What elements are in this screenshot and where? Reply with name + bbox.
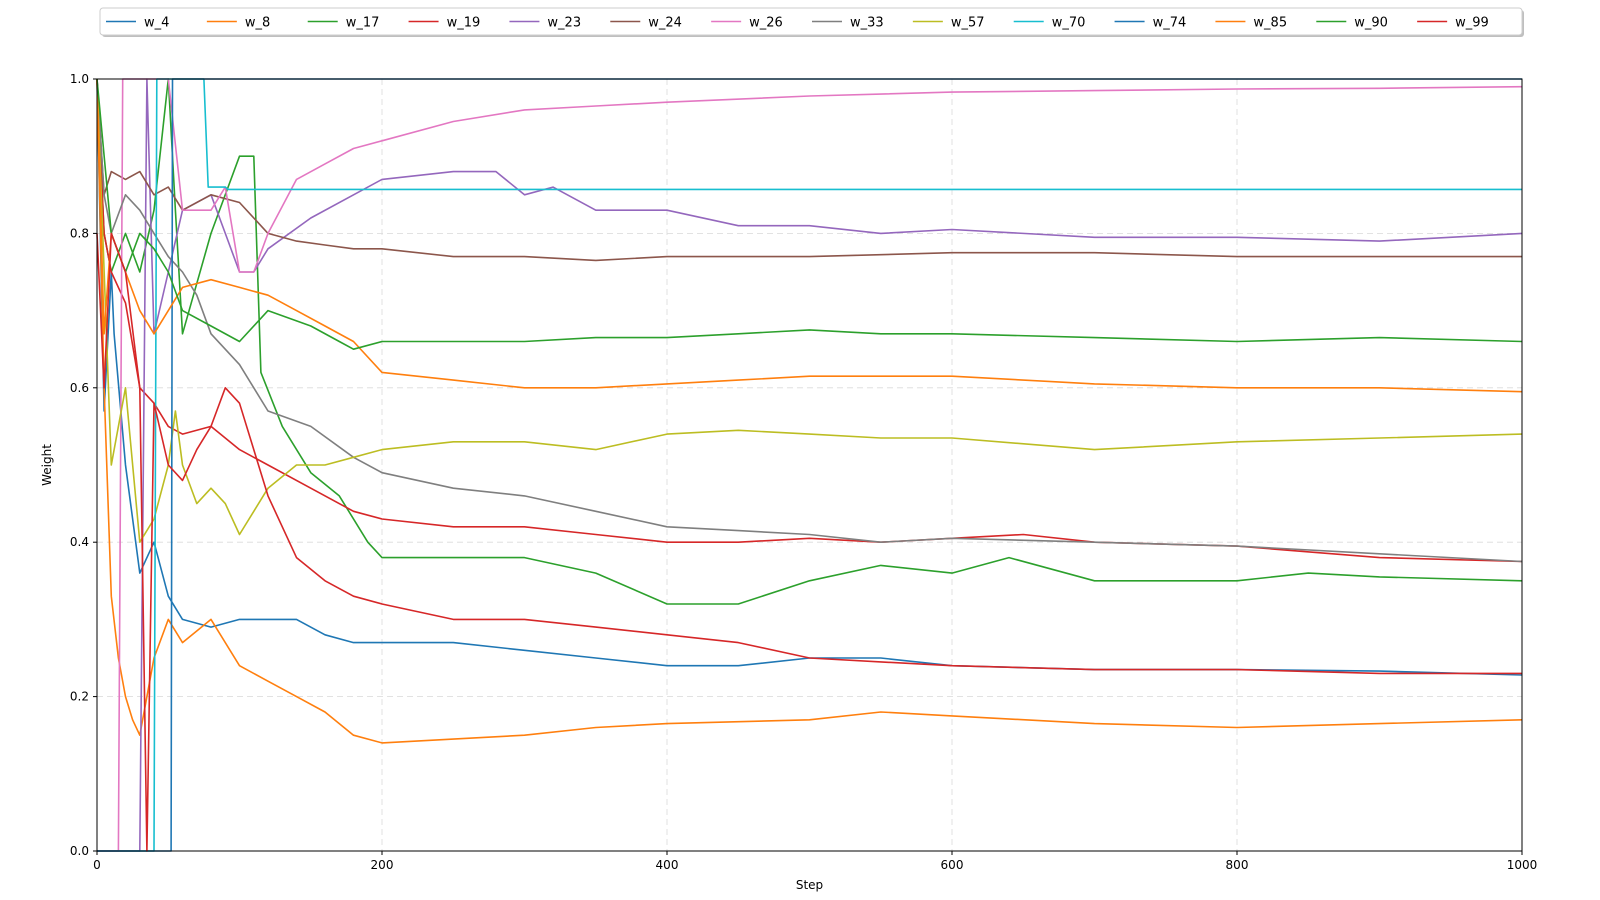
legend-label: w_70 <box>1052 16 1086 31</box>
series-line-w_19 <box>96 78 1523 563</box>
x-axis: 0 200 400 600 800 1000 <box>93 851 1537 872</box>
y-tick-label: 0.4 <box>70 535 89 549</box>
y-tick-label: 0.8 <box>70 226 89 240</box>
y-tick-label: 1.0 <box>70 72 89 86</box>
legend-label: w_90 <box>1354 16 1388 31</box>
legend-label: w_26 <box>749 16 783 31</box>
x-tick-label: 1000 <box>1507 858 1538 872</box>
legend-label: w_74 <box>1153 16 1187 31</box>
x-tick-label: 0 <box>93 858 101 872</box>
series-line-w_70 <box>97 78 1522 852</box>
legend-label: w_8 <box>245 16 270 31</box>
series-line-w_33 <box>96 78 1523 563</box>
series-layer <box>96 78 1523 852</box>
x-tick-label: 800 <box>1226 858 1249 872</box>
legend-label: w_24 <box>648 16 682 31</box>
y-axis-label: Weight <box>40 444 54 486</box>
series-line-w_57 <box>96 78 1523 544</box>
series-line-w_4 <box>96 78 1523 676</box>
series-line-w_24 <box>96 78 1522 262</box>
series-line-w_17 <box>96 78 1523 605</box>
legend-label: w_99 <box>1455 16 1489 31</box>
y-axis: 0.0 0.2 0.4 0.6 0.8 1.0 <box>70 72 97 858</box>
series-line-w_85 <box>96 78 1523 393</box>
y-tick-label: 0.0 <box>70 844 89 858</box>
x-axis-label: Step <box>796 878 823 892</box>
x-tick-label: 600 <box>941 858 964 872</box>
legend: w_4 w_8 w_17 w_19 w_23 w_24 w_26 w_33 w_57 w_70 w_… <box>99 7 1524 37</box>
x-tick-label: 400 <box>656 858 679 872</box>
plot-frame <box>96 78 1523 852</box>
legend-label: w_33 <box>850 16 884 31</box>
legend-label: w_4 <box>144 16 169 31</box>
x-tick-label: 200 <box>371 858 394 872</box>
legend-label: w_17 <box>346 16 380 31</box>
legend-label: w_19 <box>447 16 481 31</box>
legend-label: w_85 <box>1253 16 1287 31</box>
series-line-w_8 <box>96 78 1523 744</box>
series-line-w_99 <box>96 232 1522 852</box>
y-tick-label: 0.6 <box>70 381 89 395</box>
legend-label: w_23 <box>547 16 581 31</box>
legend-label: w_57 <box>951 16 985 31</box>
legend-box <box>99 7 1523 36</box>
series-line-w_23 <box>97 78 1523 852</box>
y-tick-label: 0.2 <box>70 690 89 704</box>
series-line-w_90 <box>96 78 1523 351</box>
